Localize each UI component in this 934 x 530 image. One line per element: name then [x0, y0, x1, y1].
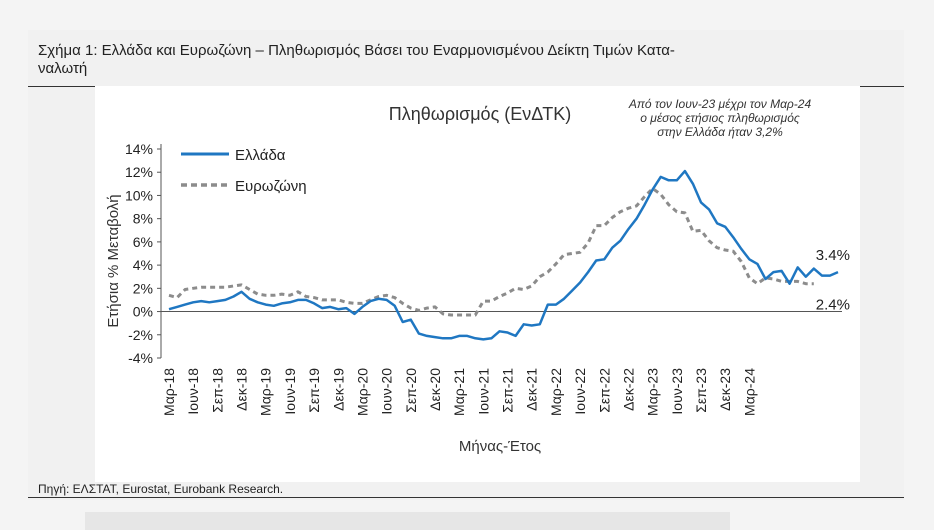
y-axis-label: Ετήσια % Μεταβολή	[105, 194, 122, 327]
x-tick-label: Δεκ-23	[717, 368, 733, 411]
x-tick-label: Ιουν-18	[185, 368, 201, 415]
x-tick-label: Μαρ-23	[645, 368, 661, 416]
x-tick-label: Μαρ-24	[741, 368, 757, 416]
chart-title: Πληθωρισμός (ΕνΔΤΚ)	[389, 104, 571, 124]
series-line-greece	[168, 169, 839, 341]
y-tick-label: 10%	[125, 187, 153, 203]
bottom-strip	[85, 512, 730, 530]
source-note: Πηγή: ΕΛΣΤΑΤ, Eurostat, Eurobank Researc…	[38, 482, 284, 496]
x-tick-label: Δεκ-22	[620, 368, 636, 411]
x-tick-label: Σεπ-23	[693, 368, 709, 413]
x-tick-label: Μαρ-22	[548, 368, 564, 416]
x-tick-label: Δεκ-21	[524, 368, 540, 411]
y-tick-label: 8%	[133, 211, 153, 227]
x-tick-label: Δεκ-20	[427, 368, 443, 411]
x-tick-label: Ιουν-22	[572, 368, 588, 415]
x-tick-label: Μαρ-19	[258, 368, 274, 416]
x-tick-label: Ιουν-19	[282, 368, 298, 415]
y-tick-label: -2%	[128, 327, 153, 343]
end-label-eurozone: 2.4%	[816, 297, 850, 314]
x-tick-label: Μαρ-20	[354, 368, 370, 416]
x-tick-label: Σεπ-19	[306, 368, 322, 413]
x-tick-label: Σεπ-22	[596, 368, 612, 413]
x-tick-label: Ιουν-21	[475, 368, 491, 415]
x-tick-label: Δεκ-18	[234, 368, 250, 411]
series-line-eurozone	[168, 187, 814, 317]
y-tick-label: 6%	[133, 234, 153, 250]
figure-caption: Σχήμα 1: Ελλάδα και Ευρωζώνη – Πληθωρισμ…	[38, 42, 898, 78]
legend-label: Ελλάδα	[235, 147, 286, 164]
y-tick-label: 4%	[133, 257, 153, 273]
x-tick-label: Σεπ-20	[403, 368, 419, 413]
bottom-rule	[28, 497, 904, 498]
legend-label: Ευρωζώνη	[235, 178, 307, 195]
y-tick-label: 2%	[133, 280, 153, 296]
x-tick-label: Ιουν-20	[379, 368, 395, 415]
y-tick-label: 0%	[133, 304, 153, 320]
x-tick-label: Σεπ-18	[209, 368, 225, 413]
y-tick-label: 14%	[125, 141, 153, 157]
y-tick-label: -4%	[128, 350, 153, 366]
inflation-chart: Πληθωρισμός (ΕνΔΤΚ) Από τον Ιουν-23 μέχρ…	[105, 97, 850, 455]
x-axis-label: Μήνας-Έτος	[459, 438, 541, 455]
x-tick-label: Ιουν-23	[669, 368, 685, 415]
x-tick-label: Σεπ-21	[500, 368, 516, 413]
chart-annotation: Από τον Ιουν-23 μέχρι τον Μαρ-24 ο μέσος …	[628, 97, 812, 139]
chart-container: Πληθωρισμός (ΕνΔΤΚ) Από τον Ιουν-23 μέχρ…	[95, 86, 860, 482]
x-tick-label: Μαρ-18	[161, 368, 177, 416]
x-tick-label: Μαρ-21	[451, 368, 467, 416]
figure-caption-text: Σχήμα 1: Ελλάδα και Ευρωζώνη – Πληθωρισμ…	[38, 42, 675, 77]
end-label-greece: 3.4%	[816, 247, 850, 264]
x-tick-label: Δεκ-19	[330, 368, 346, 411]
y-tick-label: 12%	[125, 164, 153, 180]
